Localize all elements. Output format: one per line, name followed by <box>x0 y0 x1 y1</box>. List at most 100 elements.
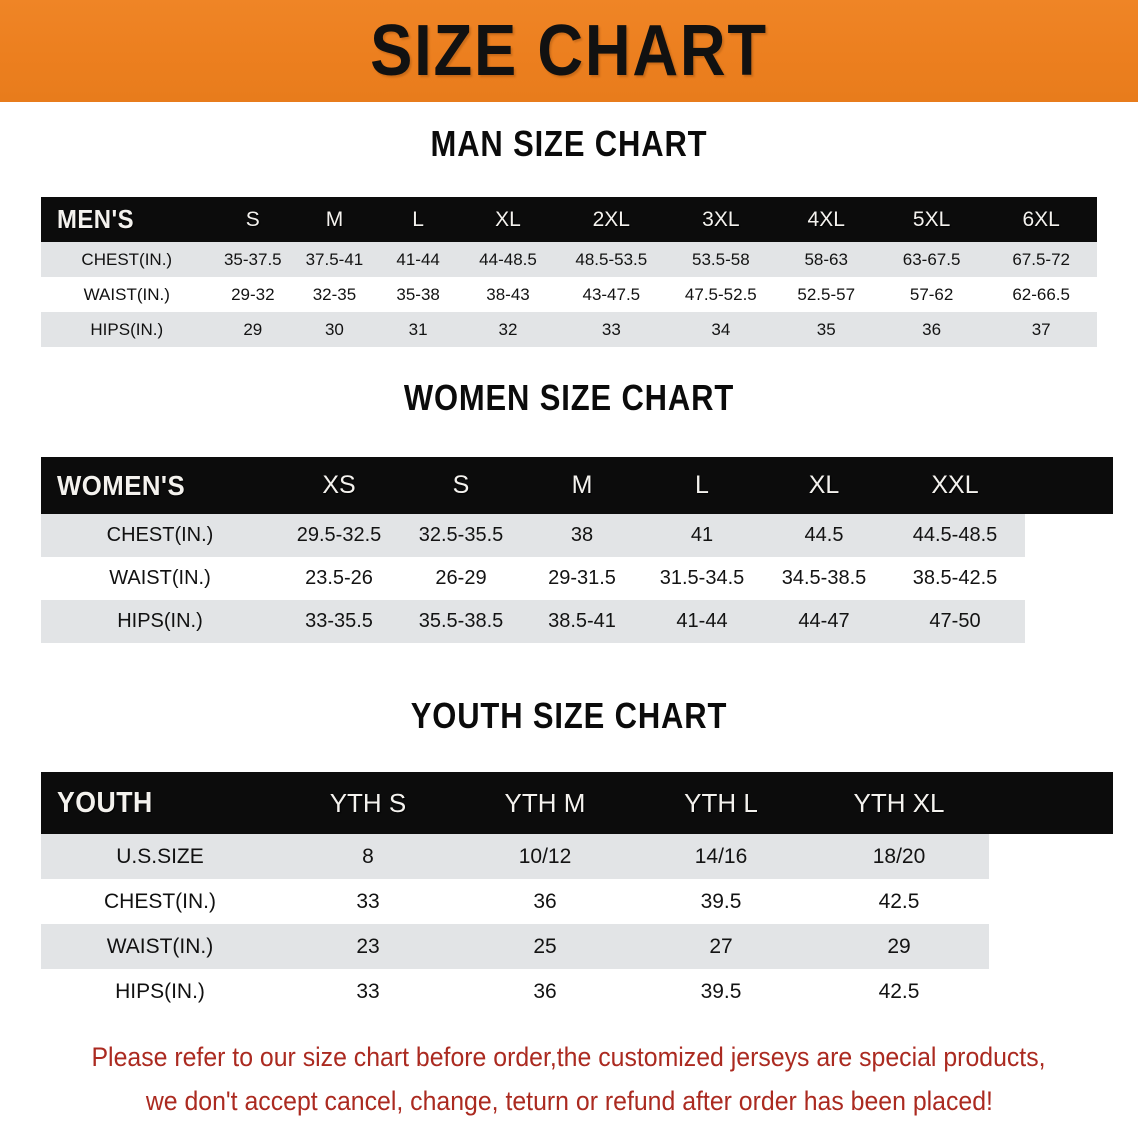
men-col-header-3xl: 3XL <box>667 197 775 242</box>
women-chest-xl: 44.5 <box>763 514 885 557</box>
men-waist-3xl: 47.5-52.5 <box>667 277 775 312</box>
table-row: WAIST(IN.) 23 25 27 29 <box>41 924 1113 969</box>
women-col-header-m: M <box>523 457 641 514</box>
women-chest-m: 38 <box>523 514 641 557</box>
women-row-spacer <box>1025 600 1113 643</box>
table-row: U.S.SIZE 8 10/12 14/16 18/20 <box>41 834 1113 879</box>
women-header-row: WOMEN'S XS S M L XL XXL <box>41 457 1113 514</box>
men-waist-l: 35-38 <box>375 277 461 312</box>
youth-hips-l: 39.5 <box>633 969 809 1014</box>
men-hips-3xl: 34 <box>667 312 775 347</box>
men-col-header-s: S <box>212 197 294 242</box>
men-table-body: CHEST(IN.) 35-37.5 37.5-41 41-44 44-48.5… <box>41 242 1097 347</box>
women-col-header-xs: XS <box>279 457 399 514</box>
banner-title: SIZE CHART <box>370 11 768 91</box>
men-col-header-m: M <box>293 197 376 242</box>
men-size-table: MEN'S S M L XL 2XL 3XL 4XL 5XL 6XL CHEST… <box>41 197 1097 347</box>
men-waist-5xl: 57-62 <box>877 277 986 312</box>
women-waist-m: 29-31.5 <box>523 557 641 600</box>
men-chest-5xl: 63-67.5 <box>877 242 986 277</box>
youth-hips-s: 33 <box>279 969 457 1014</box>
youth-chest-l: 39.5 <box>633 879 809 924</box>
women-chest-l: 41 <box>641 514 763 557</box>
men-hips-m: 30 <box>293 312 376 347</box>
women-row-label-chest: CHEST(IN.) <box>41 514 279 557</box>
youth-row-label-chest: CHEST(IN.) <box>41 879 279 924</box>
youth-col-header-yth-m: YTH M <box>457 772 633 834</box>
men-col-header-xl: XL <box>460 197 556 242</box>
men-hips-s: 29 <box>212 312 294 347</box>
youth-waist-l: 27 <box>633 924 809 969</box>
women-header-spacer <box>1025 457 1113 514</box>
men-waist-s: 29-32 <box>212 277 294 312</box>
youth-table-body: U.S.SIZE 8 10/12 14/16 18/20 CHEST(IN.) … <box>41 834 1113 1014</box>
women-col-header-s: S <box>399 457 523 514</box>
man-section-title: MAN SIZE CHART <box>0 126 1138 162</box>
table-row: CHEST(IN.) 35-37.5 37.5-41 41-44 44-48.5… <box>41 242 1097 277</box>
table-row: HIPS(IN.) 33-35.5 35.5-38.5 38.5-41 41-4… <box>41 600 1113 643</box>
men-waist-6xl: 62-66.5 <box>985 277 1097 312</box>
youth-chest-xl: 42.5 <box>809 879 989 924</box>
women-corner-label: WOMEN'S <box>41 457 279 514</box>
men-hips-4xl: 35 <box>774 312 878 347</box>
youth-waist-xl: 29 <box>809 924 989 969</box>
table-row: WAIST(IN.) 23.5-26 26-29 29-31.5 31.5-34… <box>41 557 1113 600</box>
youth-ussize-m: 10/12 <box>457 834 633 879</box>
men-chest-2xl: 48.5-53.5 <box>555 242 668 277</box>
youth-ussize-xl: 18/20 <box>809 834 989 879</box>
women-waist-xs: 23.5-26 <box>279 557 399 600</box>
women-col-header-xl: XL <box>763 457 885 514</box>
men-hips-xl: 32 <box>460 312 556 347</box>
men-chest-l: 41-44 <box>375 242 461 277</box>
women-section-title: WOMEN SIZE CHART <box>0 380 1138 416</box>
youth-size-table: YOUTH YTH S YTH M YTH L YTH XL U.S.SIZE … <box>41 772 1113 1014</box>
youth-waist-m: 25 <box>457 924 633 969</box>
men-hips-6xl: 37 <box>985 312 1097 347</box>
women-chest-xs: 29.5-32.5 <box>279 514 399 557</box>
men-chest-s: 35-37.5 <box>212 242 294 277</box>
men-row-label-chest: CHEST(IN.) <box>41 242 213 277</box>
youth-waist-s: 23 <box>279 924 457 969</box>
table-row: WAIST(IN.) 29-32 32-35 35-38 38-43 43-47… <box>41 277 1097 312</box>
women-hips-l: 41-44 <box>641 600 763 643</box>
men-waist-m: 32-35 <box>293 277 376 312</box>
youth-header-row: YOUTH YTH S YTH M YTH L YTH XL <box>41 772 1113 834</box>
men-col-header-2xl: 2XL <box>555 197 668 242</box>
women-waist-l: 31.5-34.5 <box>641 557 763 600</box>
men-hips-2xl: 33 <box>555 312 668 347</box>
women-row-label-waist: WAIST(IN.) <box>41 557 279 600</box>
youth-chest-m: 36 <box>457 879 633 924</box>
men-chest-m: 37.5-41 <box>293 242 376 277</box>
youth-hips-xl: 42.5 <box>809 969 989 1014</box>
youth-row-label-waist: WAIST(IN.) <box>41 924 279 969</box>
order-disclaimer: Please refer to our size chart before or… <box>0 1036 1138 1123</box>
men-table-header: MEN'S S M L XL 2XL 3XL 4XL 5XL 6XL <box>41 197 1097 242</box>
youth-col-header-yth-s: YTH S <box>279 772 457 834</box>
women-section-title-text: WOMEN SIZE CHART <box>403 377 735 418</box>
men-chest-3xl: 53.5-58 <box>667 242 775 277</box>
women-chest-xxl: 44.5-48.5 <box>885 514 1025 557</box>
men-hips-l: 31 <box>375 312 461 347</box>
youth-chest-s: 33 <box>279 879 457 924</box>
men-chest-xl: 44-48.5 <box>460 242 556 277</box>
youth-section-title-text: YOUTH SIZE CHART <box>410 695 728 736</box>
women-hips-xl: 44-47 <box>763 600 885 643</box>
youth-row-spacer <box>989 969 1113 1014</box>
women-hips-m: 38.5-41 <box>523 600 641 643</box>
men-col-header-5xl: 5XL <box>877 197 986 242</box>
youth-ussize-l: 14/16 <box>633 834 809 879</box>
women-table-body: CHEST(IN.) 29.5-32.5 32.5-35.5 38 41 44.… <box>41 514 1113 643</box>
youth-table-header: YOUTH YTH S YTH M YTH L YTH XL <box>41 772 1113 834</box>
youth-corner-label: YOUTH <box>41 772 279 834</box>
women-waist-s: 26-29 <box>399 557 523 600</box>
youth-ussize-s: 8 <box>279 834 457 879</box>
men-waist-4xl: 52.5-57 <box>774 277 878 312</box>
size-chart-banner: SIZE CHART <box>0 0 1138 102</box>
man-section-title-text: MAN SIZE CHART <box>430 123 708 164</box>
youth-row-spacer <box>989 834 1113 879</box>
women-col-header-xxl: XXL <box>885 457 1025 514</box>
table-row: HIPS(IN.) 29 30 31 32 33 34 35 36 37 <box>41 312 1097 347</box>
men-col-header-6xl: 6XL <box>985 197 1097 242</box>
disclaimer-line-1: Please refer to our size chart before or… <box>91 1042 1047 1072</box>
men-col-header-l: L <box>375 197 461 242</box>
